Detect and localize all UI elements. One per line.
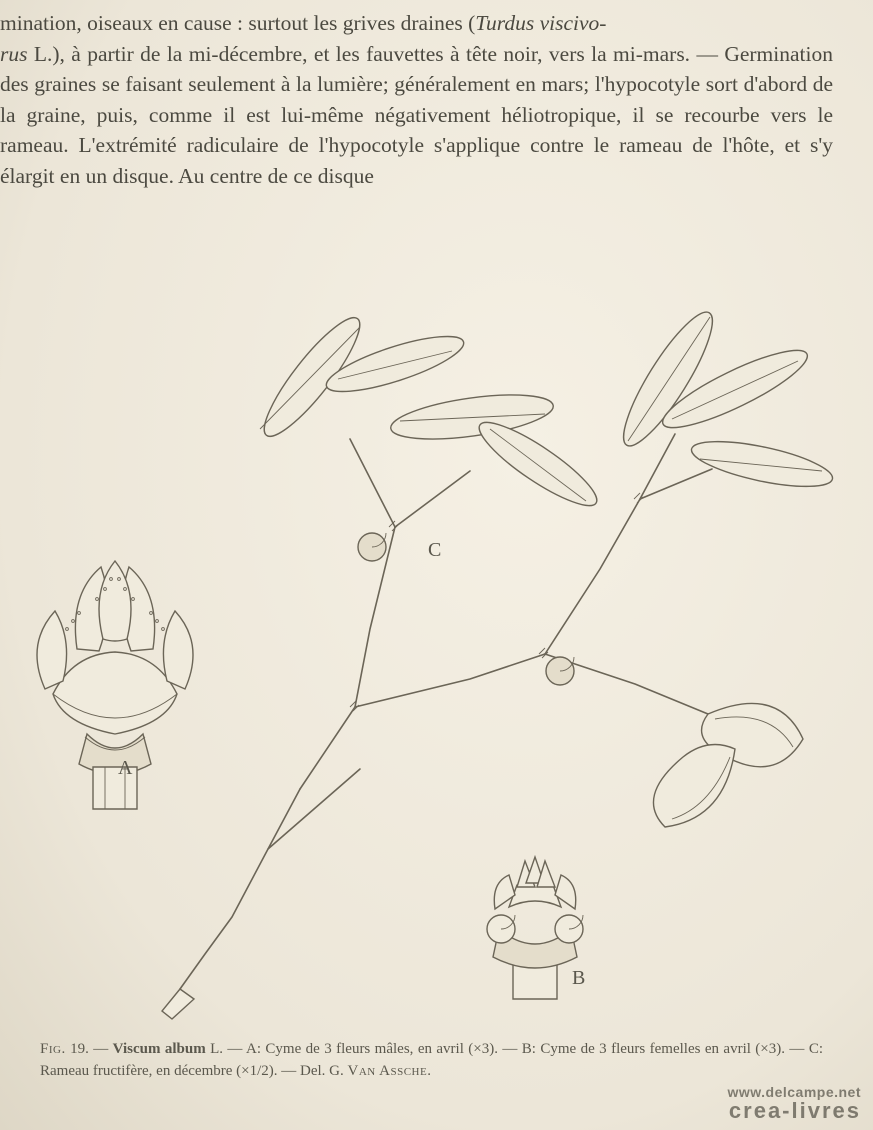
figure-label-b: B <box>572 967 585 990</box>
figure: .st { fill:none; stroke:#6b6557; stroke-… <box>0 209 843 1039</box>
caption-tail: . <box>427 1063 431 1079</box>
caption-num: 19. — <box>66 1041 113 1057</box>
body-line1-ital: Turdus viscivo- <box>475 11 606 35</box>
figure-label-a: A <box>118 757 132 780</box>
page: mination, oiseaux en cause : surtout les… <box>0 0 873 1130</box>
watermark: www.delcampe.net crea-livres <box>727 1084 861 1124</box>
body-text: mination, oiseaux en cause : surtout les… <box>0 8 843 191</box>
figure-label-c: C <box>428 539 441 562</box>
caption-species: Viscum album <box>113 1041 206 1057</box>
watermark-brand: crea-livres <box>727 1098 861 1124</box>
body-line2-rest: L.), à partir de la mi-décembre, et les … <box>0 42 833 188</box>
body-line1a: mination, oiseaux en cause : surtout les… <box>0 11 475 35</box>
figure-caption: Fig. 19. — Viscum album L. — A: Cyme de … <box>0 1039 843 1083</box>
botanical-drawing: .st { fill:none; stroke:#6b6557; stroke-… <box>0 209 843 1039</box>
caption-fig: Fig. <box>40 1041 66 1057</box>
caption-author: Van Assche <box>348 1063 428 1079</box>
body-line2-ital: rus <box>0 42 27 66</box>
